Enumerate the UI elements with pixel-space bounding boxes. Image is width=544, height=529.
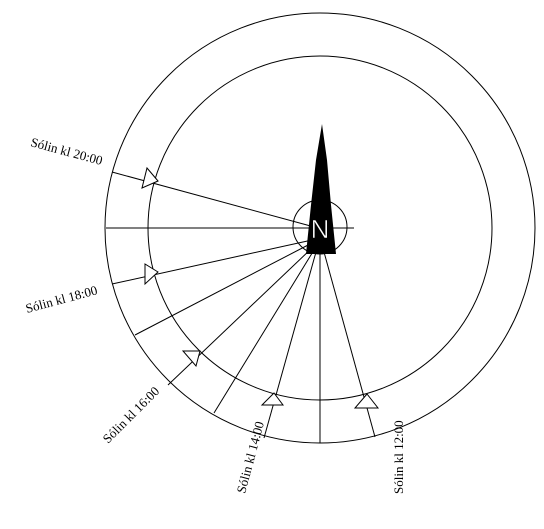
label-sun-14: Sólin kl 14:00 [233,420,267,495]
north-letter: N [311,214,330,244]
ray-17 [134,243,311,336]
north-needle-icon [306,124,336,254]
label-sun-20: Sólin kl 20:00 [29,134,104,168]
arrow-20-icon [141,166,159,189]
ray-16 [167,247,313,386]
arrow-12-icon [353,393,380,409]
ray-20 [111,171,319,229]
ray-arrows [141,166,380,409]
arrow-18-icon [144,263,159,286]
ray-18 [111,239,313,285]
arrow-16-icon [181,350,201,368]
ray-12 [323,251,376,438]
label-sun-18: Sólin kl 18:00 [24,282,99,316]
label-sun-12: Sólin kl 12:00 [391,420,406,494]
label-sun-16: Sólin kl 16:00 [100,383,163,446]
ray-15 [213,249,315,414]
ray-14 [263,251,317,439]
arrow-14-icon [260,392,284,406]
